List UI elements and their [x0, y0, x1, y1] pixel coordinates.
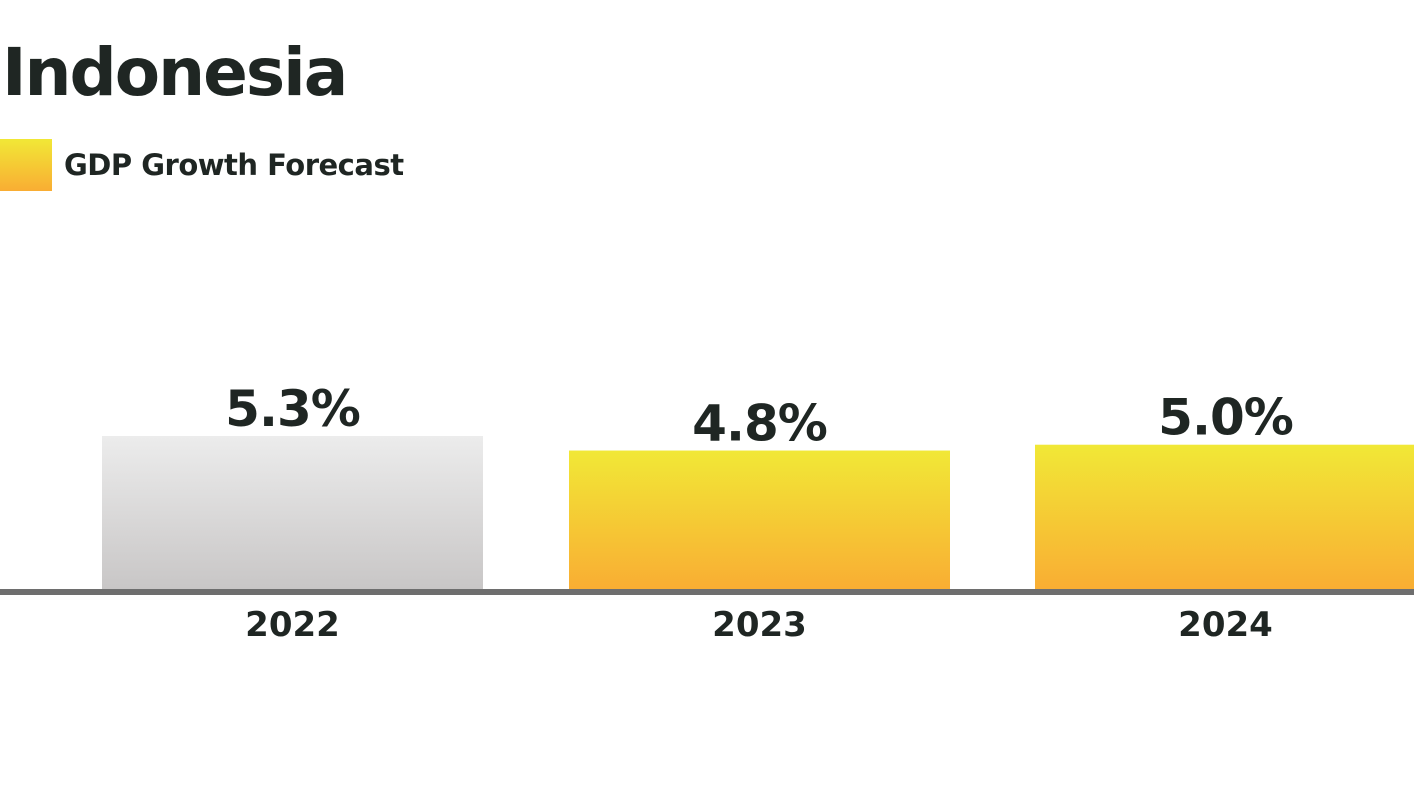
legend-label-forecast: GDP Growth Forecast — [64, 148, 404, 182]
x-tick-label-2022: 2022 — [245, 605, 340, 645]
bar-2024 — [1035, 444, 1414, 590]
bar-2022 — [102, 436, 483, 590]
bar-2023 — [569, 450, 950, 590]
chart-title: Indonesia — [2, 34, 348, 111]
x-tick-label-2024: 2024 — [1178, 605, 1273, 645]
legend-swatch-forecast — [0, 139, 52, 191]
x-tick-label-2023: 2023 — [712, 605, 807, 645]
data-label-2023: 4.8% — [692, 395, 827, 453]
data-label-2024: 5.0% — [1158, 389, 1293, 447]
legend: GDP Growth Forecast — [0, 139, 404, 191]
data-label-2022: 5.3% — [225, 380, 360, 438]
